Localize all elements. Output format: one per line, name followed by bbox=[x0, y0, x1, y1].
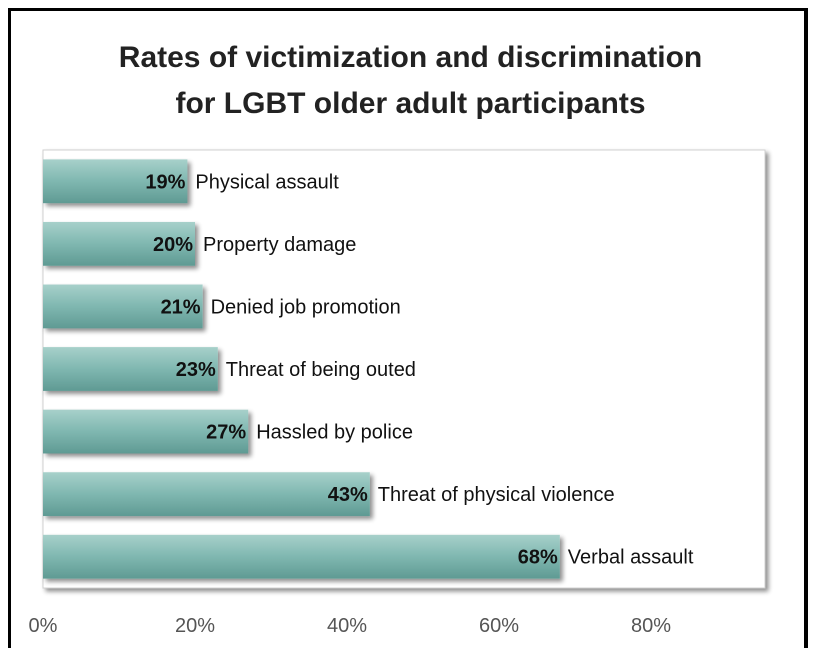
data-label: 20% bbox=[153, 234, 193, 256]
data-label: 43% bbox=[328, 484, 368, 506]
data-label: 19% bbox=[145, 171, 185, 193]
data-label: 21% bbox=[161, 296, 201, 318]
category-label: Property damage bbox=[203, 234, 356, 256]
category-label: Threat of physical violence bbox=[378, 484, 615, 506]
bar-verbal-assault bbox=[43, 535, 560, 579]
category-label: Verbal assault bbox=[568, 547, 694, 569]
data-label: 68% bbox=[518, 547, 558, 569]
bar-threat-of-physical-violence bbox=[43, 472, 370, 516]
x-tick-label: 20% bbox=[175, 615, 215, 637]
x-tick-label: 80% bbox=[631, 615, 671, 637]
x-tick-label: 60% bbox=[479, 615, 519, 637]
category-label: Hassled by police bbox=[256, 422, 413, 444]
category-label: Denied job promotion bbox=[211, 296, 401, 318]
data-label: 27% bbox=[206, 422, 246, 444]
data-label: 23% bbox=[176, 359, 216, 381]
category-label: Threat of being outed bbox=[226, 359, 416, 381]
x-tick-label: 40% bbox=[327, 615, 367, 637]
x-tick-label: 0% bbox=[29, 615, 58, 637]
category-label: Physical assault bbox=[195, 171, 339, 193]
